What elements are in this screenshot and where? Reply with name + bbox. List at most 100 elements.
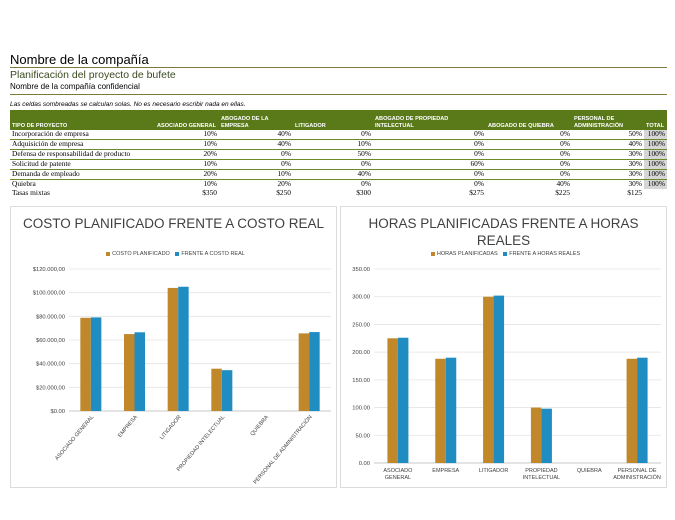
actual-bar <box>309 332 320 411</box>
project-type-cell: Adquisición de empresa <box>10 139 143 150</box>
percent-cell: 0% <box>293 159 373 170</box>
percent-cell: 0% <box>373 149 486 160</box>
actual-bar <box>445 357 457 463</box>
table-row: Solicitud de patente 10% 0% 0% 60% 0% 30% 100% <box>10 159 667 170</box>
col-header: ABOGADO DE PROPIEDAD INTELECTUAL <box>373 110 486 130</box>
planned-bar <box>124 334 135 411</box>
percent-cell: 0% <box>486 169 572 180</box>
rate-cell: $275 <box>469 188 484 198</box>
percent-cell: 20% <box>143 149 219 160</box>
planned-bar <box>483 296 494 463</box>
percent-cell: 0% <box>474 179 484 189</box>
title-rule <box>10 67 667 68</box>
percent-cell: 0% <box>219 159 293 170</box>
total-cell: 100% <box>644 139 667 150</box>
cost-chart-legend: COSTO PLANIFICADO FRENTE A COSTO REAL <box>11 251 336 257</box>
percent-cell: 0% <box>293 130 373 140</box>
total-cell: 100% <box>644 179 667 189</box>
percent-cell: 10% <box>219 169 293 180</box>
table-row: Defensa de responsabilidad de producto 20… <box>10 149 667 160</box>
percent-cell: 0% <box>219 149 293 160</box>
percent-cell: 10% <box>143 159 219 170</box>
y-tick-label: $120.000,00 <box>33 267 65 273</box>
rate-cell <box>644 189 667 198</box>
percent-cell: 10% <box>293 139 373 150</box>
project-type-cell: Incorporación de empresa <box>10 130 143 140</box>
legend-swatch-planned <box>430 251 435 256</box>
planned-bar <box>167 287 179 411</box>
legend-label: FRENTE A HORAS REALES <box>509 251 581 257</box>
y-tick-label: $60.000,00 <box>36 338 65 344</box>
table-row: Adquisición de empresa 10% 40% 10% 0% 0% 40% 10… <box>10 139 667 150</box>
rate-cell: $250 <box>276 188 291 198</box>
x-tick-label: PERSONAL DE ADMINISTRACIÓN <box>613 468 661 481</box>
y-tick-label: 50.00 <box>355 433 370 439</box>
actual-bar <box>178 286 189 411</box>
hours-chart-svg: 0.00 50.00 100.00 150.00 200.00 250.00 300.00 3… <box>352 267 661 481</box>
actual-bar <box>397 337 409 463</box>
percent-cell: 10% <box>143 130 219 140</box>
actual-bar <box>221 370 233 411</box>
percent-cell: 0% <box>361 179 371 189</box>
rate-cell: $225 <box>555 188 570 198</box>
y-tick-label: 150.00 <box>352 378 370 384</box>
table-row: Demanda de empleado 20% 10% 40% 0% 0% 30% 100% <box>10 169 667 180</box>
col-header: LITIGADOR <box>293 110 373 130</box>
hours-chart-panel: HORAS PLANIFICADAS FRENTE A HORAS REALES… <box>340 206 667 488</box>
percent-cell: 40% <box>572 139 644 150</box>
col-header: TOTAL <box>644 110 667 130</box>
y-tick-label: 350.00 <box>352 267 370 273</box>
planned-bar <box>298 333 310 411</box>
x-tick-label: PROPIEDAD INTELECTUAL <box>176 414 226 472</box>
percent-cell: 0% <box>373 139 486 150</box>
col-header: ASOCIADO GENERAL <box>143 110 219 130</box>
percent-cell: 40% <box>219 139 293 150</box>
percent-cell: 40% <box>293 169 373 180</box>
x-tick-label: QUIEBRA <box>250 414 271 437</box>
hours-chart-title: HORAS PLANIFICADAS FRENTE A HORAS REALES <box>368 216 639 248</box>
page-subtitle: Planificación del proyecto de bufete <box>10 69 176 81</box>
percent-cell: 10% <box>143 139 219 150</box>
y-tick-label: $0.00 <box>50 409 65 415</box>
shaded-cells-note: Las celdas sombreadas se calculan solas.… <box>10 101 246 108</box>
planned-bar <box>80 317 91 411</box>
percent-cell: 30% <box>572 169 644 180</box>
x-tick-label: ASOCIADO GENERAL <box>383 468 413 481</box>
legend-label: HORAS PLANIFICADAS <box>436 251 498 257</box>
planned-bar <box>211 368 222 411</box>
percent-cell: 40% <box>219 130 293 140</box>
x-tick-label: LITIGADOR <box>159 414 183 441</box>
y-tick-label: 0.00 <box>359 461 370 467</box>
legend-label: COSTO PLANIFICADO <box>112 251 170 257</box>
y-tick-label: 300.00 <box>352 295 370 301</box>
total-cell: 100% <box>644 130 667 140</box>
rate-cell: $350 <box>202 188 217 198</box>
percent-cell: 20% <box>277 179 291 189</box>
project-type-cell: Demanda de empleado <box>10 169 143 180</box>
x-tick-label: PROPIEDAD INTELECTUAL <box>523 468 560 481</box>
planned-bar <box>387 338 398 463</box>
y-tick-label: 100.00 <box>352 406 370 412</box>
project-type-cell: Defensa de responsabilidad de producto <box>10 149 143 160</box>
percent-cell: 0% <box>486 130 572 140</box>
percent-cell: 0% <box>373 130 486 140</box>
percent-cell: 60% <box>373 159 486 170</box>
x-tick-label: LITIGADOR <box>479 468 509 474</box>
x-tick-label: ASOCIADO GENERAL <box>54 414 95 461</box>
col-header: ABOGADO DE QUIEBRA <box>486 110 572 130</box>
percent-cell: 0% <box>486 149 572 160</box>
total-cell: 100% <box>644 149 667 160</box>
col-header: TIPO DE PROYECTO <box>10 110 143 130</box>
actual-bar <box>637 357 648 463</box>
legend-label: FRENTE A COSTO REAL <box>181 251 245 257</box>
planned-bar <box>435 358 446 463</box>
table-row: Incorporación de empresa 10% 40% 0% 0% 0% 50% 1… <box>10 130 667 140</box>
table-header-row: TIPO DE PROYECTO ASOCIADO GENERAL ABOGAD… <box>10 110 667 130</box>
project-table: TIPO DE PROYECTO ASOCIADO GENERAL ABOGAD… <box>10 110 667 198</box>
blended-rates-row: Tasas mixtas $350 $250 $300 $275 $225 $125 <box>10 189 667 198</box>
planned-bar <box>626 358 638 463</box>
percent-cell: 30% <box>572 159 644 170</box>
x-tick-label: EMPRESA <box>117 414 139 439</box>
confidential-label: Nombre de la compañía confidencial <box>10 82 140 91</box>
project-type-cell: Quiebra <box>12 179 36 189</box>
